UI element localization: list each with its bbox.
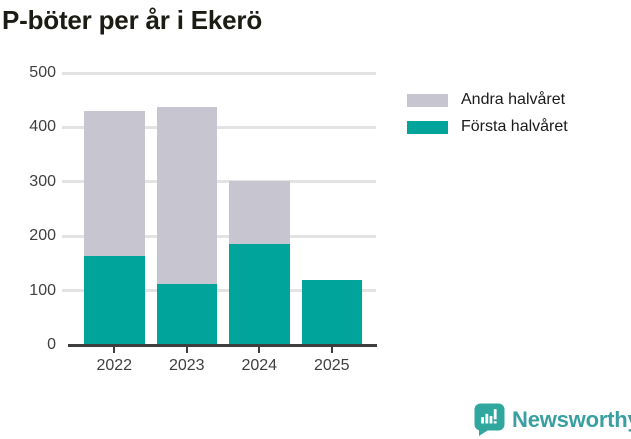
legend-label: Andra halvåret [461, 91, 566, 108]
plot-area [62, 71, 376, 345]
gridline-500 [68, 71, 376, 75]
legend-label: Första halvåret [461, 118, 568, 135]
bar-2025-Första halvåret [301, 280, 362, 345]
bar-2024-Andra halvåret [229, 180, 290, 245]
gridline-300 [68, 180, 376, 184]
x-tick-2023 [185, 347, 188, 353]
bar-2023-Första halvåret [156, 284, 217, 345]
gridline-100 [68, 289, 376, 293]
bar-2023-Andra halvåret [156, 107, 217, 285]
legend-item: Andra halvåret [407, 90, 568, 110]
newsworthy-logo-icon [474, 403, 505, 436]
y-axis-label: 0 [47, 336, 56, 353]
x-axis-label: 2025 [313, 357, 350, 374]
x-tick-2025 [330, 347, 333, 353]
legend-swatch-gray [407, 93, 448, 107]
y-axis-label: 300 [29, 172, 56, 190]
bar-2024-Första halvåret [229, 244, 290, 345]
bar-2022-Andra halvåret [84, 111, 145, 257]
x-axis-label: 2024 [241, 357, 278, 374]
y-axis-label: 200 [29, 227, 56, 245]
chart-title: P-böter per år i Ekerö [2, 5, 263, 35]
x-axis-label: 2022 [96, 357, 133, 374]
gridline-200 [68, 234, 376, 238]
y-axis-label: 100 [29, 281, 56, 299]
legend-swatch-teal [407, 120, 448, 134]
y-tick-400 [62, 125, 68, 129]
x-axis-label: 2023 [168, 357, 205, 374]
y-tick-100 [62, 289, 68, 293]
y-axis-label: 500 [29, 64, 56, 81]
x-axis-line [68, 344, 377, 347]
gridline-400 [68, 125, 376, 129]
x-tick-2024 [258, 347, 261, 353]
y-tick-500 [62, 71, 68, 75]
y-tick-300 [62, 180, 68, 184]
legend-item: Första halvåret [407, 117, 568, 137]
brand-footer: Newsworthy [474, 403, 631, 436]
x-tick-2022 [113, 347, 116, 353]
chart-legend: Andra halvåret Första halvåret [407, 90, 568, 144]
bar-2022-Första halvåret [84, 256, 145, 345]
y-tick-200 [62, 234, 68, 238]
y-axis-label: 400 [29, 118, 56, 136]
brand-name: Newsworthy [512, 406, 631, 432]
